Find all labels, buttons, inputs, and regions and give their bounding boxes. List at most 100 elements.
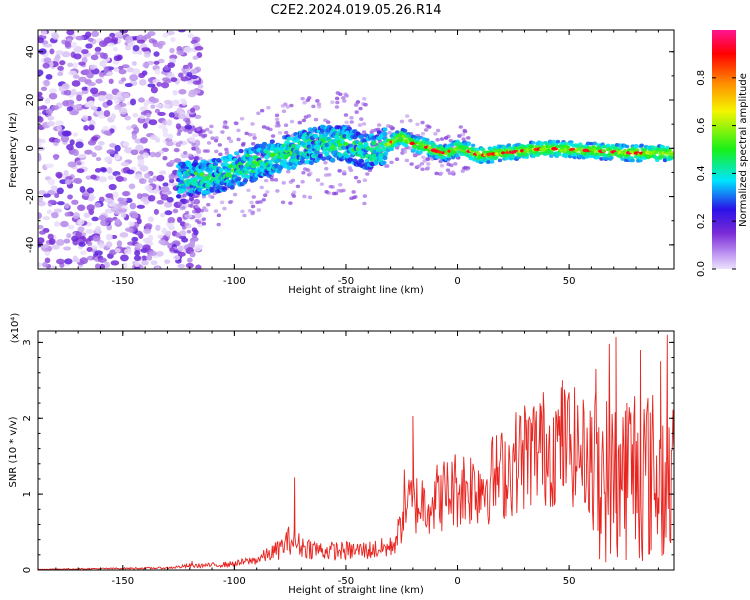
spectrogram-cell bbox=[153, 208, 159, 215]
spectrogram-cell bbox=[190, 201, 196, 205]
spectrogram-cell bbox=[301, 118, 307, 123]
spectrogram-cell bbox=[407, 146, 413, 150]
spectrogram-cell bbox=[108, 78, 114, 85]
spectrogram-cell bbox=[44, 250, 50, 256]
spectrogram-cell bbox=[128, 221, 135, 227]
spectrogram-cell bbox=[113, 66, 119, 72]
spectrogram-cell bbox=[206, 202, 211, 207]
spectrogram-cell bbox=[307, 195, 313, 200]
spectrogram-cell bbox=[89, 64, 97, 70]
spectrogram-x-tick-label: -50 bbox=[338, 276, 354, 287]
spectrogram-cell bbox=[361, 130, 367, 134]
spectrogram-cell bbox=[201, 134, 206, 139]
spectrogram-cell bbox=[218, 168, 224, 173]
spectrogram-cell bbox=[150, 260, 158, 266]
snr-plot-area bbox=[38, 334, 674, 570]
spectrogram-cell bbox=[245, 153, 251, 158]
spectrogram-cell bbox=[362, 178, 368, 183]
spectrogram-cell bbox=[131, 68, 141, 75]
colorbar-tick-label: 0.2 bbox=[696, 213, 707, 229]
spectrogram-cell bbox=[63, 169, 69, 176]
spectrogram-cell bbox=[175, 194, 182, 199]
spectrogram-cell bbox=[80, 250, 87, 256]
spectrogram-cell bbox=[106, 71, 114, 76]
spectrogram-cell bbox=[306, 168, 311, 173]
spectrogram-cell bbox=[594, 152, 600, 156]
spectrogram-cell bbox=[55, 171, 63, 178]
spectrogram-cell bbox=[132, 113, 139, 118]
spectrogram-cell bbox=[85, 43, 93, 49]
spectrogram-cell bbox=[163, 99, 173, 105]
spectrogram-cell bbox=[176, 49, 185, 56]
spectrogram-cell bbox=[177, 201, 183, 206]
spectrogram-cell bbox=[269, 139, 275, 144]
spectrogram-cell bbox=[285, 169, 291, 174]
spectrogram-cell bbox=[66, 106, 74, 112]
spectrogram-cell bbox=[118, 68, 127, 75]
spectrogram-cell bbox=[624, 144, 630, 149]
spectrogram-cell bbox=[180, 76, 189, 82]
spectrogram-cell bbox=[75, 141, 84, 149]
spectrogram-cell bbox=[194, 46, 204, 51]
spectrogram-cell bbox=[111, 234, 118, 240]
spectrogram-cell bbox=[208, 130, 213, 134]
spectrogram-cell bbox=[209, 124, 214, 129]
spectrogram-cell bbox=[124, 147, 133, 154]
spectrogram-cell bbox=[192, 132, 200, 138]
spectrogram-cell bbox=[166, 196, 174, 203]
spectrogram-cell bbox=[107, 202, 116, 207]
spectrogram-cell bbox=[165, 141, 174, 147]
spectrogram-cell bbox=[72, 132, 79, 137]
spectrogram-cell bbox=[281, 181, 286, 185]
spectrogram-cell bbox=[76, 168, 85, 174]
spectrogram-cell bbox=[106, 166, 113, 174]
spectrogram-cell bbox=[167, 72, 175, 79]
spectrogram-cell bbox=[47, 115, 55, 121]
spectrogram-cell bbox=[156, 82, 163, 87]
spectrogram-cell bbox=[590, 150, 595, 155]
spectrogram-cell bbox=[425, 138, 430, 142]
spectrogram-cell bbox=[308, 160, 314, 166]
spectrogram-cell bbox=[300, 179, 305, 184]
spectrogram-cell bbox=[328, 184, 333, 189]
spectrogram-cell bbox=[38, 237, 45, 244]
spectrogram-cell bbox=[95, 226, 102, 233]
spectrogram-cell bbox=[138, 72, 146, 79]
spectrogram-cell bbox=[103, 130, 111, 136]
spectrogram-cell bbox=[73, 53, 82, 60]
spectrogram-cell bbox=[122, 141, 130, 147]
spectrogram-cell bbox=[236, 137, 241, 142]
spectrogram-cell bbox=[473, 147, 478, 152]
spectrogram-cell bbox=[150, 104, 156, 109]
spectrogram-cell bbox=[468, 156, 474, 161]
colorbar-tick-label: 0.8 bbox=[696, 70, 707, 86]
spectrogram-cell bbox=[51, 265, 58, 269]
spectrogram-cell bbox=[290, 143, 297, 149]
spectrogram-cell bbox=[87, 196, 94, 202]
spectrogram-cell bbox=[134, 250, 141, 257]
spectrogram-cell bbox=[273, 178, 279, 182]
spectrogram-cell bbox=[242, 178, 249, 183]
spectrogram-cell bbox=[250, 141, 256, 146]
spectrogram-cell bbox=[130, 149, 139, 156]
spectrogram-cell bbox=[39, 230, 46, 235]
spectrogram-cell bbox=[226, 136, 232, 141]
spectrogram-cell bbox=[129, 202, 137, 210]
spectrogram-cell bbox=[134, 243, 143, 249]
spectrogram-cell bbox=[344, 120, 349, 125]
colorbar-tick-label: 0.6 bbox=[696, 118, 707, 134]
snr-x-tick-label: -100 bbox=[223, 576, 246, 587]
spectrogram-cell bbox=[177, 113, 186, 120]
spectrogram-cell bbox=[154, 68, 161, 75]
spectrogram-cell bbox=[439, 171, 444, 176]
spectrogram-cell bbox=[334, 136, 340, 142]
spectrogram-cell bbox=[524, 152, 529, 157]
spectrogram-cell bbox=[132, 44, 140, 52]
spectrogram-cell bbox=[463, 165, 468, 170]
spectrogram-cell bbox=[112, 46, 118, 52]
spectrogram-cell bbox=[216, 222, 221, 227]
spectrogram-cell bbox=[71, 41, 78, 49]
spectrogram-cell bbox=[206, 141, 212, 145]
spectrogram-cell bbox=[408, 118, 413, 123]
spectrogram-cell bbox=[64, 212, 71, 217]
